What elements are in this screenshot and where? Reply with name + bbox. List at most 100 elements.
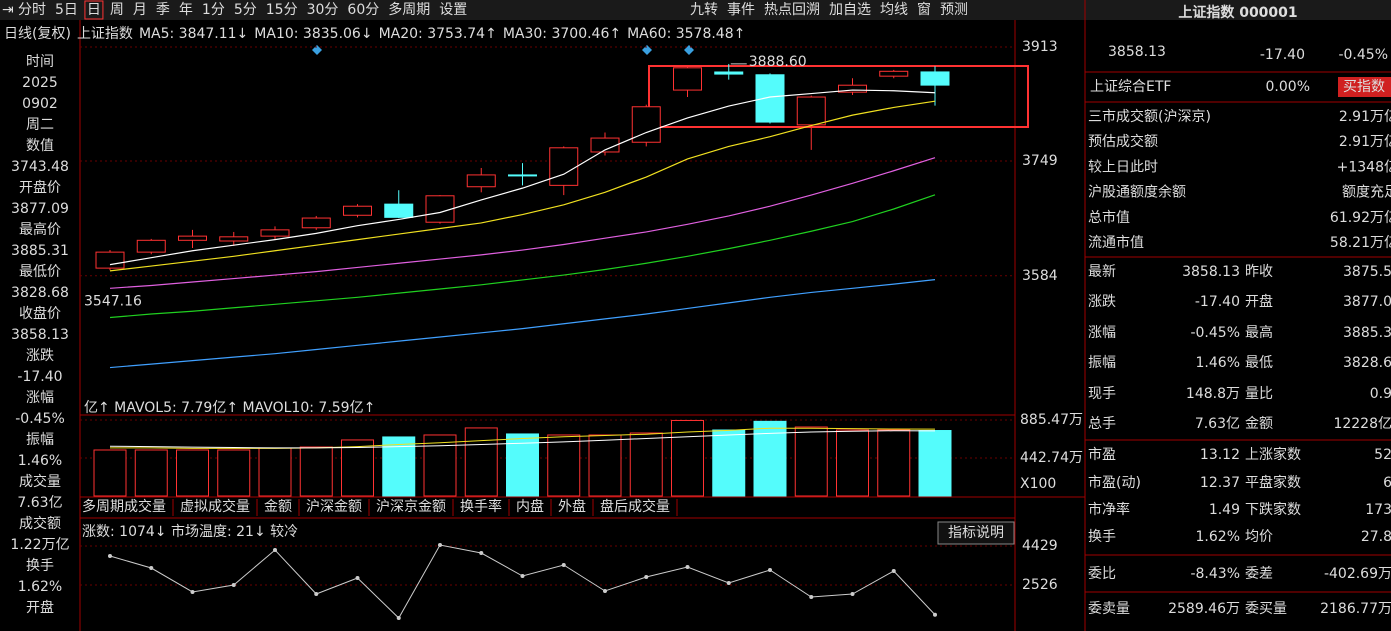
indicator-point bbox=[314, 592, 319, 597]
toolbar-item[interactable]: 事件 bbox=[727, 2, 755, 18]
indicator-point bbox=[273, 548, 277, 553]
grid-value: 12.37 bbox=[1200, 475, 1240, 491]
volume-tab[interactable]: 沪深京金额 bbox=[376, 499, 446, 515]
toolbar-item[interactable]: 日 bbox=[87, 2, 101, 18]
info-text: 涨跌 bbox=[26, 348, 54, 364]
toolbar-item[interactable]: 15分 bbox=[266, 2, 298, 18]
buy-button[interactable]: 买指数 bbox=[1343, 79, 1385, 95]
info-text: 收盘价 bbox=[19, 305, 61, 322]
grid-value: 27.8 bbox=[1361, 529, 1391, 545]
grid-label: 下跌家数 bbox=[1245, 501, 1301, 518]
volume-tab[interactable]: 换手率 bbox=[460, 498, 502, 515]
toolbar-item[interactable]: 均线 bbox=[880, 2, 908, 18]
candle-body bbox=[219, 236, 249, 242]
volume-tab[interactable]: 外盘 bbox=[558, 498, 586, 515]
toolbar-item[interactable]: 1分 bbox=[202, 2, 225, 18]
summary-label: 较上日此时 bbox=[1088, 159, 1158, 175]
grid-value: 3885.3 bbox=[1343, 325, 1391, 341]
volume-tab[interactable]: 金额 bbox=[264, 499, 292, 515]
toolbar-item[interactable]: 周 bbox=[110, 2, 124, 18]
candle-body bbox=[301, 217, 331, 229]
etf-pct: 0.00% bbox=[1266, 79, 1310, 95]
info-text: 时间 bbox=[26, 54, 54, 70]
grid-value: 3877.0 bbox=[1343, 294, 1391, 310]
toolbar-item[interactable]: 窗 bbox=[917, 1, 931, 18]
toolbar-item[interactable]: 年 bbox=[179, 2, 193, 18]
toolbar-item[interactable]: 季 bbox=[156, 2, 170, 18]
info-text: 3858.13 bbox=[11, 327, 69, 343]
grid-label: 平盘家数 bbox=[1245, 474, 1301, 491]
toolbar-item[interactable]: 5分 bbox=[234, 2, 257, 18]
volume-bar bbox=[506, 433, 539, 497]
candle-body bbox=[466, 174, 496, 188]
indicator-button[interactable]: 指标说明 bbox=[948, 525, 1004, 541]
grid-label: 最高 bbox=[1245, 324, 1273, 341]
indicator-point bbox=[603, 589, 607, 594]
toolbar-item[interactable]: 多周期 bbox=[388, 1, 430, 18]
candle-body bbox=[796, 96, 826, 126]
toolbar-item[interactable]: 九转 bbox=[690, 2, 718, 18]
toolbar-item[interactable]: 5日 bbox=[55, 2, 78, 18]
info-text: 成交量 bbox=[19, 473, 61, 490]
ma-line bbox=[109, 194, 936, 319]
grid-label: 换手 bbox=[1088, 528, 1116, 545]
toolbar-item[interactable]: 月 bbox=[133, 2, 147, 18]
toolbar-bg bbox=[0, 0, 1391, 20]
volume-tab[interactable]: 内盘 bbox=[516, 498, 544, 515]
grid-value: 2186.77万 bbox=[1320, 601, 1391, 617]
y-tick-label: 4429 bbox=[1022, 538, 1058, 554]
candle-body bbox=[920, 71, 950, 86]
volume-bar bbox=[93, 449, 127, 497]
toolbar-item[interactable]: 设置 bbox=[439, 2, 467, 18]
toolbar-item[interactable]: 60分 bbox=[347, 2, 379, 18]
candle-body bbox=[343, 205, 372, 216]
y-tick-label: 3749 bbox=[1022, 153, 1058, 169]
highlight-box bbox=[648, 65, 1029, 128]
ma-legend: MA60: 3578.48↑ bbox=[627, 26, 745, 42]
volume-tab[interactable]: 多周期成交量 bbox=[82, 498, 166, 515]
toolbar-item[interactable]: 加自选 bbox=[829, 2, 871, 18]
info-text: 3743.48 bbox=[11, 159, 69, 175]
volume-bar bbox=[217, 449, 251, 497]
grid-label: 开盘 bbox=[1245, 293, 1273, 310]
indicator-legend: 涨数: 1074↓ 市场温度: 21↓ 较冷 bbox=[82, 523, 298, 540]
info-text: 周二 bbox=[26, 117, 54, 133]
grid-label: 市盈 bbox=[1088, 446, 1116, 463]
ma-legend: MA20: 3753.74↑ bbox=[379, 26, 497, 42]
volume-tab[interactable]: 沪深金额 bbox=[306, 499, 362, 515]
grid-label: 市盈(动) bbox=[1088, 474, 1141, 491]
info-text: 7.63亿 bbox=[17, 495, 62, 511]
info-text: 涨幅 bbox=[26, 390, 54, 406]
volume-tab[interactable]: 虚拟成交量 bbox=[180, 498, 250, 515]
grid-value: 3828.6 bbox=[1343, 355, 1391, 371]
candle-body bbox=[879, 70, 909, 77]
indicator-point bbox=[768, 567, 772, 572]
grid-value: 12228亿 bbox=[1333, 416, 1391, 432]
grid-value: 2589.46万 bbox=[1168, 601, 1240, 617]
grid-label: 委比 bbox=[1088, 566, 1116, 582]
grid-value: -402.69万 bbox=[1324, 566, 1391, 582]
y-tick-label: 885.47万 bbox=[1020, 412, 1083, 428]
etf-name[interactable]: 上证综合ETF bbox=[1090, 79, 1171, 95]
info-text: 振幅 bbox=[26, 432, 54, 448]
toolbar-item[interactable]: 30分 bbox=[307, 2, 339, 18]
info-text: 开盘价 bbox=[19, 179, 61, 196]
grid-value: 1.49 bbox=[1209, 502, 1240, 518]
toolbar-item[interactable]: 分时 bbox=[18, 2, 46, 18]
candle-body bbox=[590, 137, 620, 153]
y-tick-label: 2526 bbox=[1022, 577, 1058, 593]
grid-label: 上涨家数 bbox=[1245, 446, 1301, 463]
indicator-point bbox=[644, 575, 649, 580]
grid-label: 昨收 bbox=[1245, 264, 1273, 280]
grid-label: 市净率 bbox=[1088, 501, 1130, 518]
info-text: 3885.31 bbox=[11, 243, 69, 259]
indicator-point bbox=[190, 589, 195, 594]
marker bbox=[312, 45, 322, 55]
grid-label: 量比 bbox=[1245, 386, 1273, 402]
candle-body bbox=[549, 147, 579, 186]
volume-tab[interactable]: 盘后成交量 bbox=[600, 498, 670, 515]
low-label: 3547.16 bbox=[84, 293, 142, 309]
toolbar-item[interactable]: 热点回溯 bbox=[764, 2, 820, 18]
toolbar-item[interactable]: 预测 bbox=[940, 2, 968, 18]
